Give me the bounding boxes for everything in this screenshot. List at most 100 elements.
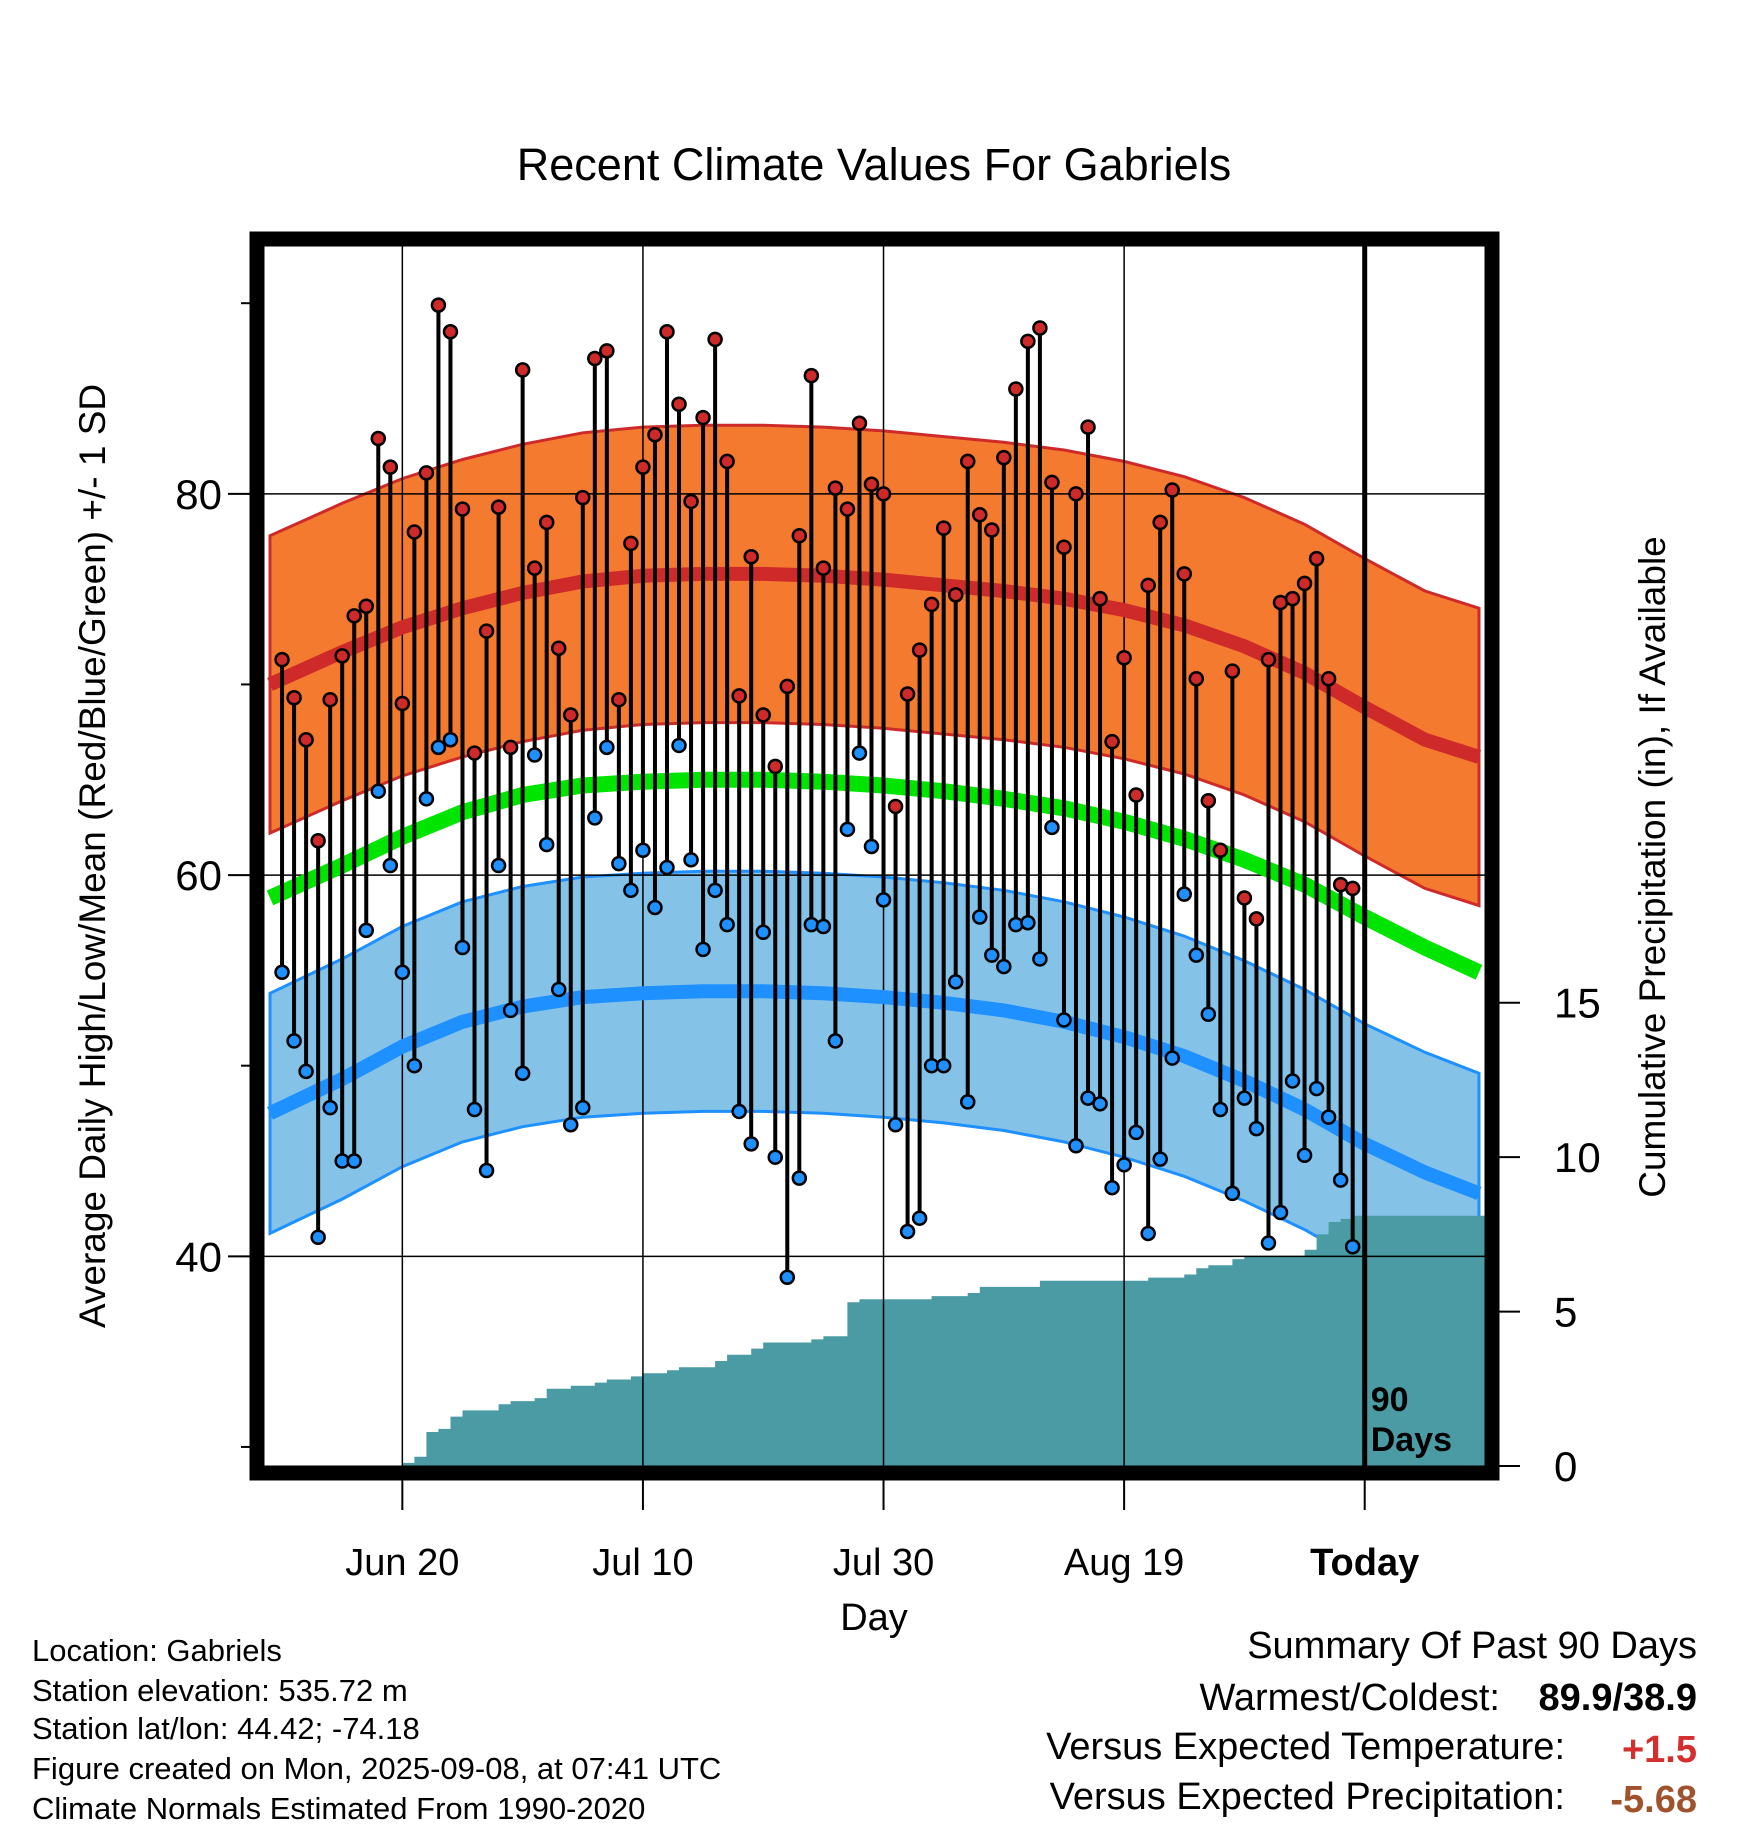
daily-high-point bbox=[887, 798, 904, 815]
daily-low-point bbox=[707, 882, 723, 899]
daily-low-point bbox=[1056, 1012, 1072, 1028]
daily-high-point bbox=[863, 476, 880, 493]
info-normals-note: Climate Normals Estimated From 1990-2020 bbox=[32, 1791, 645, 1826]
daily-high-point bbox=[274, 651, 290, 668]
daily-low-point bbox=[1332, 1172, 1349, 1188]
daily-low-point bbox=[659, 859, 675, 876]
daily-low-point bbox=[863, 838, 880, 855]
x-axis: Jun 20 Jul 10 Jul 30 Aug 19 Today bbox=[345, 1480, 1419, 1584]
daily-low-point bbox=[719, 916, 735, 933]
daily-low-point bbox=[1176, 886, 1193, 902]
daily-low-point bbox=[1224, 1185, 1241, 1202]
daily-high-point bbox=[466, 745, 483, 761]
daily-low-point bbox=[454, 939, 471, 956]
daily-high-point bbox=[803, 367, 820, 384]
daily-high-point bbox=[382, 459, 399, 475]
daily-high-point bbox=[755, 707, 771, 723]
daily-low-point bbox=[671, 737, 687, 754]
daily-high-point bbox=[1344, 880, 1361, 897]
daily-high-point bbox=[514, 362, 531, 378]
daily-low-point bbox=[1212, 1101, 1229, 1118]
daily-high-point bbox=[490, 499, 507, 515]
daily-high-point bbox=[647, 426, 663, 443]
daily-high-point bbox=[1140, 577, 1156, 594]
y2-axis-label: Cumulative Precipitation (in), If Availa… bbox=[1632, 536, 1673, 1198]
daily-low-point bbox=[695, 941, 711, 958]
daily-high-point bbox=[1080, 419, 1096, 435]
daily-high-point bbox=[1152, 514, 1168, 531]
daily-low-point bbox=[1020, 914, 1036, 931]
y2-tick-label: 15 bbox=[1554, 980, 1601, 1027]
daily-low-point bbox=[767, 1149, 784, 1165]
daily-low-point bbox=[1044, 819, 1060, 836]
info-latlon: Station lat/lon: 44.42; -74.18 bbox=[32, 1711, 420, 1746]
daily-high-point bbox=[815, 560, 832, 576]
daily-high-point bbox=[526, 560, 543, 576]
daily-high-point bbox=[623, 535, 639, 552]
daily-low-point bbox=[310, 1229, 326, 1245]
daily-high-point bbox=[1284, 590, 1301, 607]
daily-high-point bbox=[779, 678, 796, 695]
x-tick-label: Jul 10 bbox=[592, 1542, 693, 1584]
daily-high-point bbox=[502, 739, 519, 756]
daily-high-point bbox=[442, 324, 459, 340]
daily-high-point bbox=[1188, 670, 1205, 687]
daily-low-point bbox=[1248, 1120, 1265, 1137]
daily-low-point bbox=[1080, 1090, 1096, 1106]
daily-high-point bbox=[947, 587, 964, 603]
daily-low-point bbox=[647, 899, 663, 916]
daily-low-point bbox=[406, 1057, 423, 1074]
daily-high-point bbox=[1200, 792, 1217, 809]
daily-high-point bbox=[911, 642, 928, 658]
daily-low-point bbox=[394, 964, 411, 981]
daily-high-point bbox=[1296, 575, 1313, 592]
y-axis-label: Average Daily High/Low/Mean (Red/Blue/Gr… bbox=[72, 384, 113, 1328]
plot-frame bbox=[249, 231, 1500, 1481]
daily-high-point bbox=[1092, 590, 1108, 607]
daily-high-point bbox=[1008, 381, 1024, 397]
daily-high-point bbox=[430, 297, 447, 313]
today-days-label-number: 90 bbox=[1371, 1381, 1409, 1419]
daily-low-point bbox=[755, 924, 771, 940]
station-info: Location: Gabriels Station elevation: 53… bbox=[32, 1633, 721, 1826]
daily-high-point bbox=[959, 453, 976, 470]
daily-low-point bbox=[1320, 1109, 1337, 1125]
daily-low-point bbox=[1140, 1225, 1156, 1242]
daily-low-point bbox=[1296, 1147, 1313, 1164]
daily-low-point bbox=[1200, 1006, 1217, 1022]
daily-high-point bbox=[358, 598, 375, 615]
daily-high-point bbox=[1260, 651, 1277, 668]
y-tick-label: 40 bbox=[175, 1233, 222, 1280]
daily-low-point bbox=[466, 1101, 483, 1118]
daily-high-point bbox=[1320, 670, 1337, 687]
daily-low-point bbox=[1284, 1073, 1301, 1089]
x-axis-label: Day bbox=[840, 1597, 908, 1639]
daily-high-point bbox=[286, 690, 302, 706]
daily-low-point bbox=[1032, 951, 1048, 967]
daily-low-point bbox=[743, 1136, 759, 1152]
summary-title: Summary Of Past 90 Days bbox=[1247, 1625, 1697, 1667]
daily-high-point bbox=[827, 480, 844, 496]
daily-high-point bbox=[322, 691, 338, 708]
daily-low-point bbox=[1188, 947, 1205, 963]
daily-low-point bbox=[611, 855, 627, 872]
daily-low-point bbox=[1116, 1157, 1132, 1173]
daily-low-point bbox=[827, 1033, 844, 1049]
daily-high-point bbox=[394, 695, 411, 712]
daily-high-point bbox=[683, 493, 699, 510]
daily-low-point bbox=[478, 1162, 495, 1179]
daily-high-point bbox=[370, 430, 387, 447]
daily-low-point bbox=[947, 974, 964, 990]
plot-area bbox=[264, 246, 1485, 1466]
y2-tick-label: 10 bbox=[1554, 1134, 1601, 1181]
daily-low-point bbox=[1272, 1204, 1289, 1221]
info-elevation: Station elevation: 535.72 m bbox=[32, 1673, 408, 1708]
daily-low-point bbox=[286, 1033, 302, 1049]
daily-low-point bbox=[1128, 1124, 1144, 1141]
daily-high-point bbox=[1212, 842, 1229, 859]
daily-high-point bbox=[575, 489, 591, 506]
daily-high-point bbox=[1248, 911, 1265, 927]
y2-tick-label: 5 bbox=[1554, 1289, 1577, 1336]
daily-low-point bbox=[526, 747, 543, 763]
